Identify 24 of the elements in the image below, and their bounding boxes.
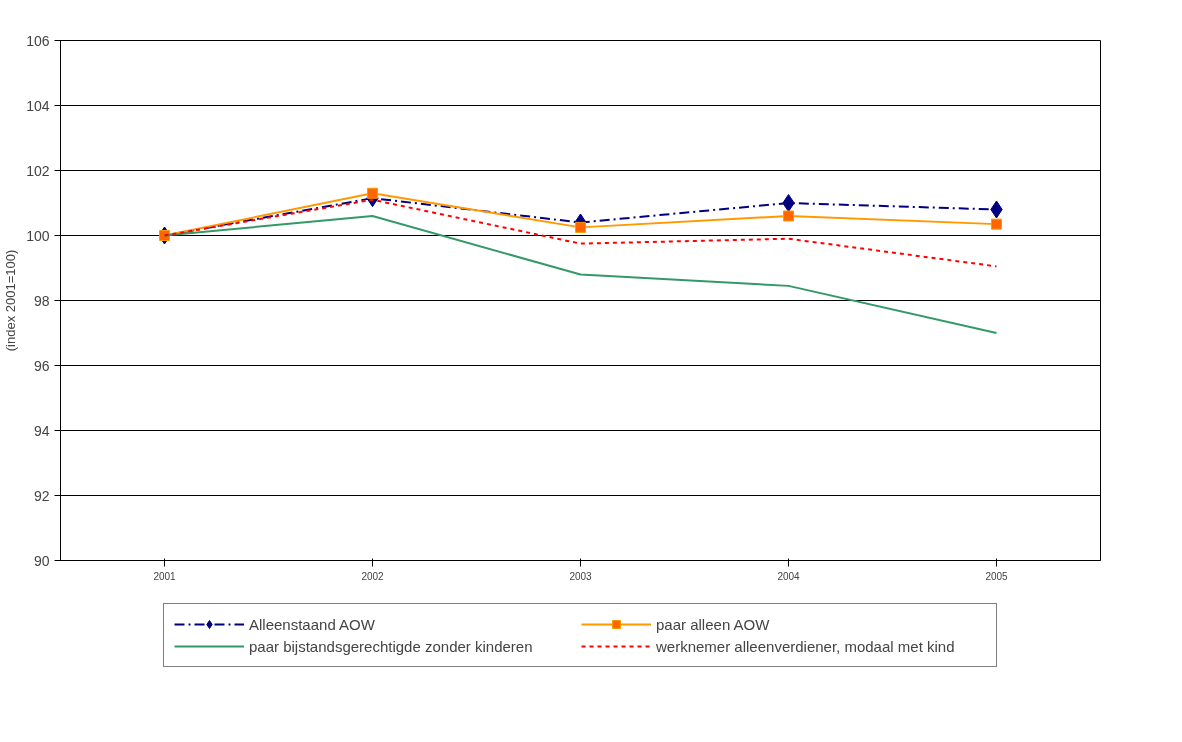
y-axis-title: (index 2001=100) — [3, 249, 19, 352]
y-tick-label: 100 — [26, 227, 50, 244]
point — [367, 187, 378, 199]
y-tick-label: 104 — [26, 97, 50, 114]
y-tick-label: 90 — [33, 552, 50, 569]
x-tick-label: 2004 — [777, 570, 801, 582]
legend-label: werknemer alleenverdiener, modaal met kind — [656, 637, 956, 655]
legend-label: Alleenstaand AOW — [249, 615, 376, 633]
point — [575, 221, 586, 233]
x-tick-label: 2002 — [361, 570, 385, 582]
y-tick-label: 94 — [33, 422, 50, 439]
point — [782, 194, 795, 212]
point — [783, 210, 794, 222]
y-tick-label: 92 — [33, 487, 50, 504]
y-tick-label: 102 — [26, 162, 50, 179]
point — [991, 218, 1002, 230]
x-tick-label: 2005 — [985, 570, 1009, 582]
x-tick-label: 2001 — [153, 570, 177, 582]
y-tick-label: 98 — [33, 292, 50, 309]
y-tick-label: 106 — [26, 32, 50, 49]
legend-label: paar alleen AOW — [656, 615, 771, 633]
x-tick-label: 2003 — [569, 570, 593, 582]
y-tick-label: 96 — [33, 357, 50, 374]
legend-label: paar bijstandsgerechtigde zonder kinderen — [249, 637, 534, 655]
